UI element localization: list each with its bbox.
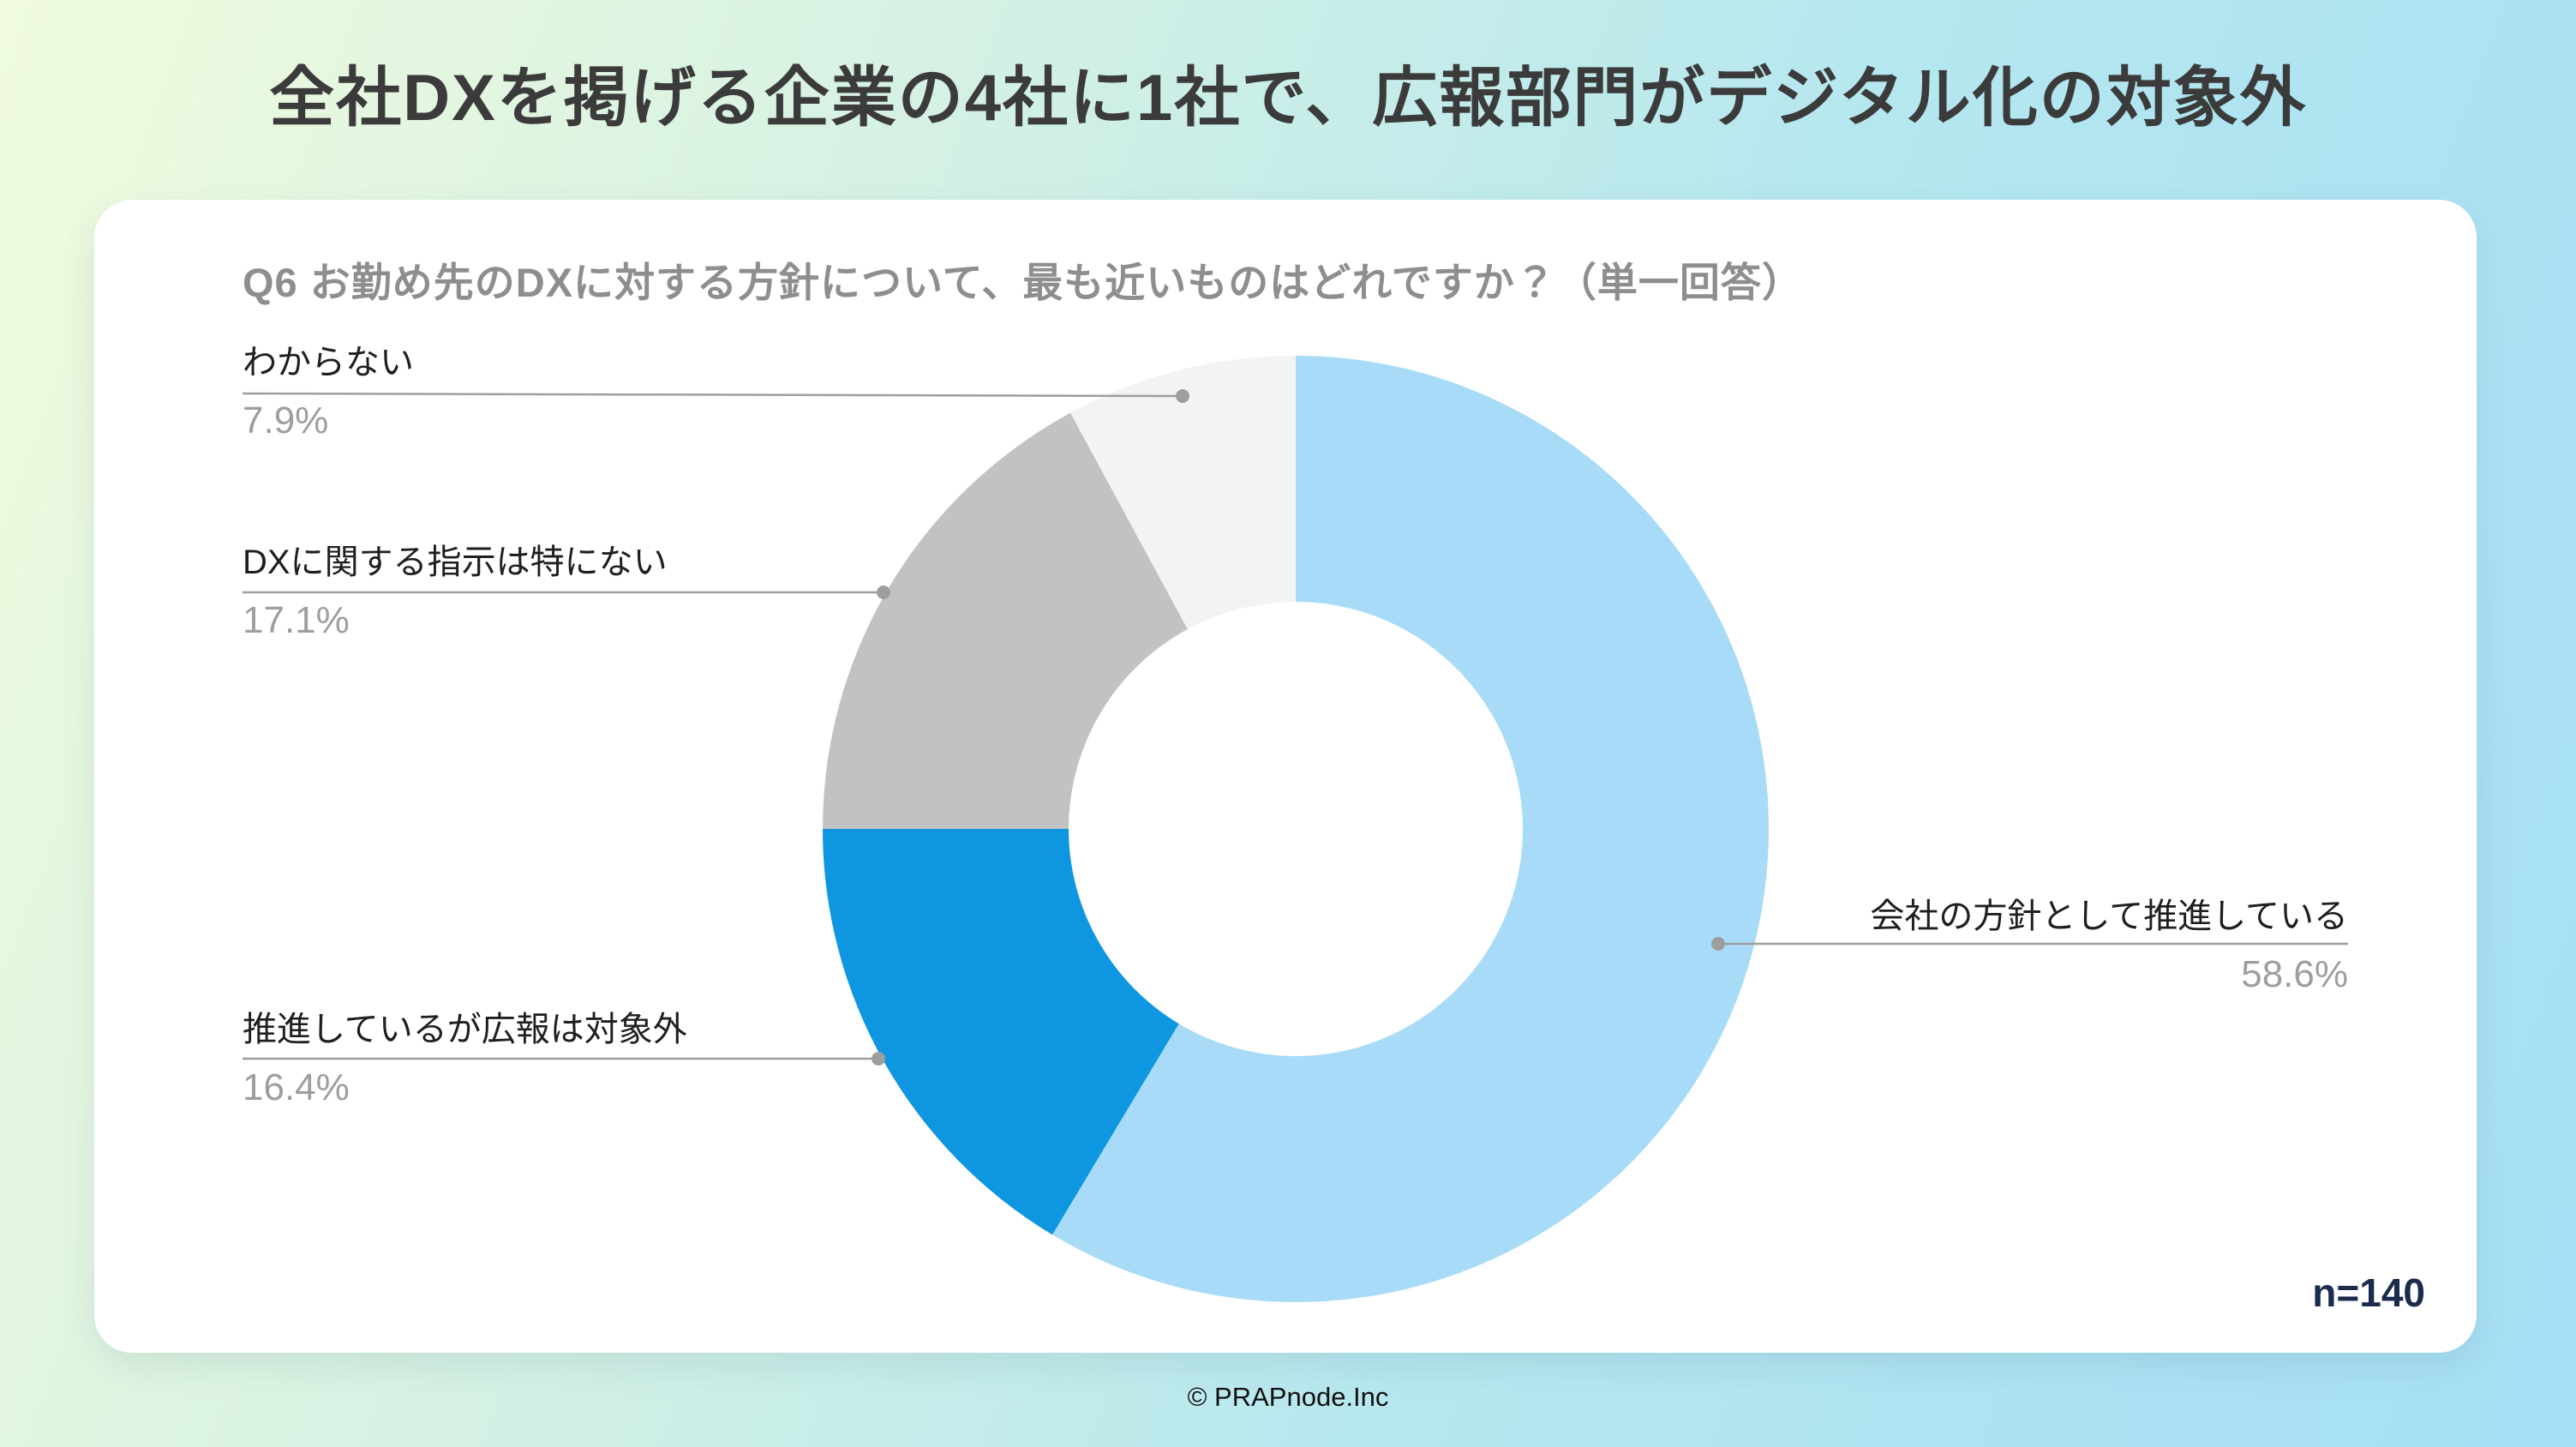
slice-value-text: 58.6% (2241, 953, 2348, 995)
slice-label-text: DXに関する指示は特にない (243, 543, 668, 581)
slice-label-no-instruction: DXに関する指示は特にない 17.1% (243, 542, 668, 641)
leader-dot-3 (1176, 389, 1189, 403)
slice-label-text: 推進しているが広報は対象外 (243, 1011, 687, 1048)
donut-chart (242, 356, 2348, 1302)
donut-slice-1 (823, 829, 1179, 1235)
slice-label-text: 会社の方針として推進している (1870, 898, 2348, 935)
chart-title: Q6 お勤め先のDXに対する方針について、最も近いものはどれですか？（単一回答） (243, 260, 1803, 305)
donut-slice-0 (1052, 356, 1769, 1302)
sample-size: n=140 (2312, 1270, 2425, 1315)
slice-label-company-policy: 会社の方針として推進している 58.6% (1870, 896, 2348, 995)
copyright: © PRAPnode.Inc (1187, 1382, 1389, 1412)
leader-dot-0 (1711, 937, 1725, 951)
chart-card: Q6 お勤め先のDXに対する方針について、最も近いものはどれですか？（単一回答）… (94, 200, 2477, 1353)
leader-dot-1 (872, 1052, 885, 1066)
donut-slice-2 (823, 412, 1188, 829)
slice-label-dont-know: わからない 7.9% (243, 342, 414, 441)
slice-value-text: 17.1% (243, 599, 350, 641)
leader-dot-2 (877, 585, 890, 599)
donut-slice-3 (1070, 356, 1296, 630)
leader-line-3 (242, 392, 1183, 398)
page-title: 全社DXを掲げる企業の4社に1社で、広報部門がデジタル化の対象外 (269, 62, 2307, 135)
slice-label-pr-excluded: 推進しているが広報は対象外 16.4% (243, 1009, 687, 1108)
slice-value-text: 16.4% (243, 1066, 350, 1108)
slice-label-text: わからない (243, 344, 414, 381)
slice-value-text: 7.9% (243, 399, 329, 441)
